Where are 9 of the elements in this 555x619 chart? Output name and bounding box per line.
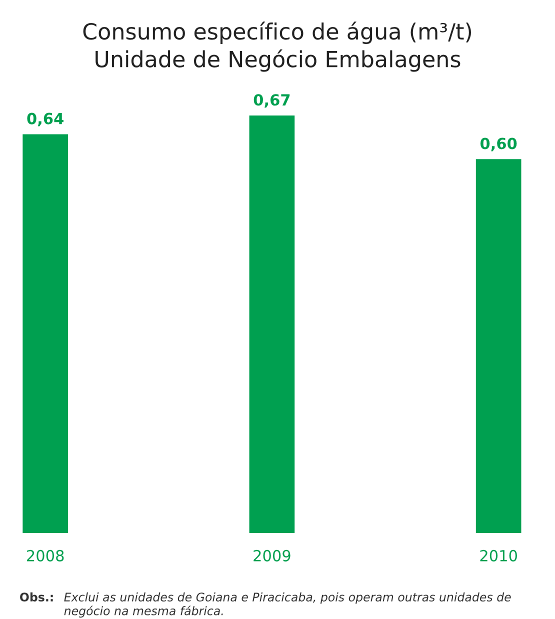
x-tick-label: 2009 [254,550,290,562]
x-tick-label: 2010 [480,550,517,562]
text: Obs.: [20,592,53,602]
x-tick-label: 2008 [27,550,64,562]
data-label: 0,60 [480,138,517,152]
data-label: 0,64 [27,112,64,126]
text: Exclui as unidades de Goiana e Piracicaba, pois operam outras unidades de negócio na mesma fábrica. [64,592,511,618]
chart-title: Consumo específico de água (m³/t) Unidade de Negócio Embalagens [83,22,472,72]
data-label: 0,67 [254,94,290,108]
